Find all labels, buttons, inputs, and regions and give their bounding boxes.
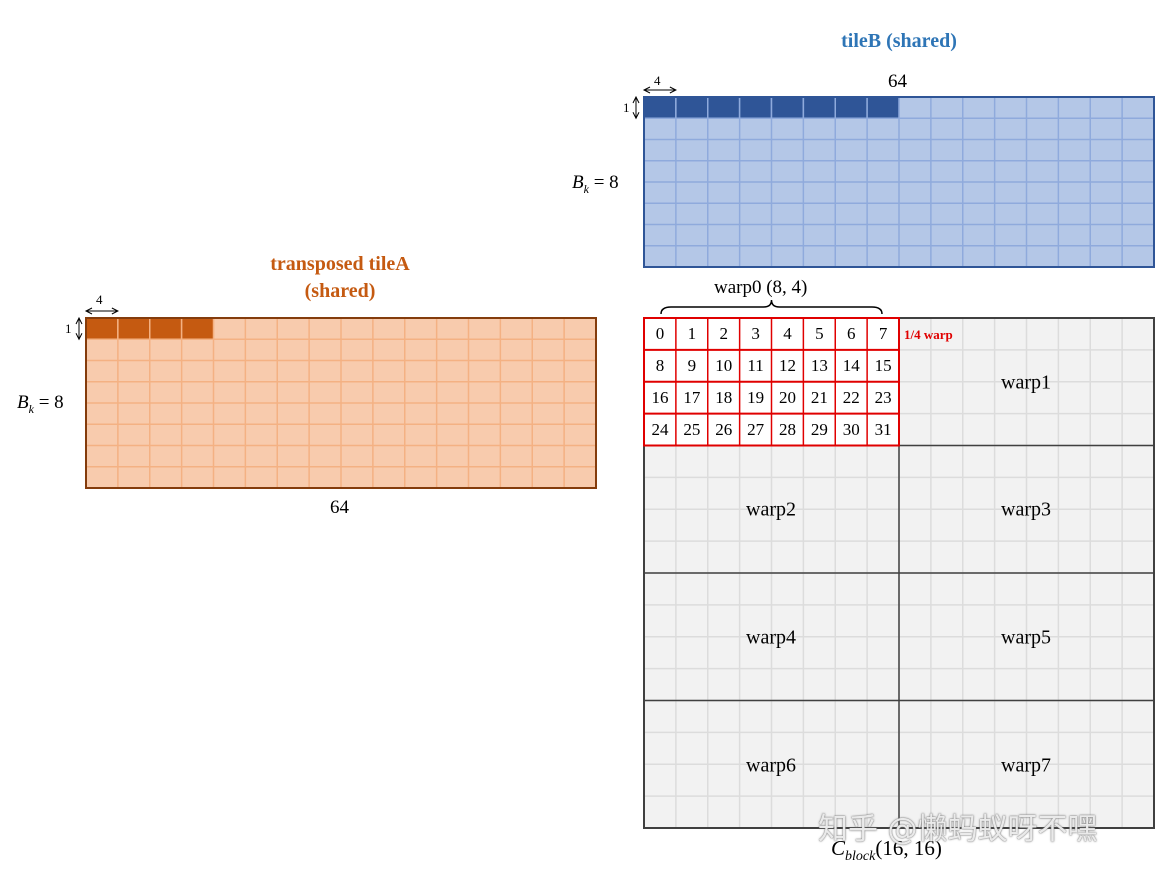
- thread-id: 14: [842, 355, 860, 375]
- thread-id: 16: [651, 387, 669, 407]
- tileA-vector-arrow-head-left: [84, 307, 93, 315]
- thread-id: 21: [810, 387, 828, 407]
- tileA-highlight-cell: [85, 317, 119, 340]
- tileA-vector-arrow-head-right: [111, 307, 119, 315]
- thread-id: 25: [683, 419, 701, 439]
- thread-id: 3: [751, 323, 760, 343]
- thread-id: 19: [747, 387, 765, 407]
- warp0-border: [643, 317, 900, 447]
- warp5-label: warp5: [1001, 626, 1051, 649]
- tileA-border: [85, 317, 597, 489]
- tileA-row-label: 1: [65, 321, 72, 336]
- thread-id: 11: [747, 355, 764, 375]
- tileB-highlight-cell: [802, 96, 836, 119]
- tileB-bk-label: Bk = 8: [572, 172, 619, 196]
- warp7-label: warp7: [1001, 754, 1051, 777]
- tileA-highlight-cell: [117, 317, 151, 340]
- warp4-label: warp4: [746, 626, 796, 649]
- tileB-vector-label: 4: [654, 73, 661, 88]
- tileA-highlight-cell: [180, 317, 215, 340]
- thread-id: 15: [874, 355, 892, 375]
- tileB-border: [643, 96, 1155, 268]
- quarter-warp-note: 1/4 warp: [904, 327, 953, 342]
- tileB-highlight-cell: [707, 96, 741, 119]
- thread-id: 12: [778, 355, 796, 375]
- thread-id: 29: [810, 419, 828, 439]
- thread-id: 26: [715, 419, 733, 439]
- tileA-width-label: 64: [330, 497, 349, 518]
- thread-id: 13: [810, 355, 828, 375]
- tileA-highlight-cell: [149, 317, 183, 340]
- thread-id: 2: [719, 323, 728, 343]
- thread-id: 10: [715, 355, 733, 375]
- tileB-title: tileB (shared): [841, 30, 957, 52]
- warp1-label: warp1: [1001, 371, 1051, 394]
- tileB-vector-arrow-head-right: [669, 86, 677, 94]
- thread-id: 1: [687, 323, 697, 343]
- thread-id: 18: [715, 387, 733, 407]
- thread-id: 23: [874, 387, 892, 407]
- cblock-label: Cblock(16, 16): [831, 836, 942, 865]
- tileB-width-label: 64: [888, 71, 907, 92]
- warp0-brace: [660, 299, 883, 315]
- warp0-label: warp0 (8, 4): [714, 277, 808, 298]
- tileB-highlight-cell: [834, 96, 868, 119]
- thread-id: 24: [651, 419, 669, 439]
- warp3-label: warp3: [1001, 498, 1051, 521]
- thread-id: 4: [783, 323, 792, 343]
- thread-id: 9: [687, 355, 697, 375]
- thread-id: 17: [683, 387, 701, 407]
- tileB-highlight-cell: [643, 96, 677, 119]
- thread-id: 0: [655, 323, 665, 343]
- tileB-highlight-cell: [866, 96, 900, 119]
- tileA-bk-label: Bk = 8: [17, 392, 64, 416]
- warp6-label: warp6: [746, 754, 796, 777]
- thread-id: 5: [815, 323, 824, 343]
- thread-id: 31: [874, 419, 892, 439]
- tileA-title-line1: transposed tileA: [270, 253, 410, 275]
- tileB-highlight-cell: [675, 96, 709, 119]
- thread-id: 20: [778, 387, 796, 407]
- tileB-row-arrow-head-bottom: [632, 112, 640, 120]
- watermark: 知乎 @懒蚂蚁呀不嘿: [818, 812, 1098, 847]
- tileB-highlight-cell: [738, 96, 773, 119]
- thread-id: 22: [842, 387, 860, 407]
- thread-id: 27: [747, 419, 765, 439]
- tileB-vector-arrow-head-left: [642, 86, 651, 94]
- tileB-row-arrow-head-top: [632, 95, 640, 104]
- tileB-row-label: 1: [623, 100, 630, 115]
- thread-id: 28: [778, 419, 796, 439]
- tileA-row-arrow-head-top: [75, 316, 83, 325]
- thread-id: 8: [655, 355, 665, 375]
- warp2-label: warp2: [746, 498, 796, 521]
- tileA-title-line2: (shared): [304, 280, 376, 302]
- tileA-vector-label: 4: [96, 292, 103, 307]
- tileB-highlight-cell: [770, 96, 805, 119]
- thread-id: 6: [846, 323, 856, 343]
- tileA-row-arrow-head-bottom: [75, 333, 83, 341]
- thread-id: 30: [842, 419, 860, 439]
- thread-id: 7: [878, 323, 888, 343]
